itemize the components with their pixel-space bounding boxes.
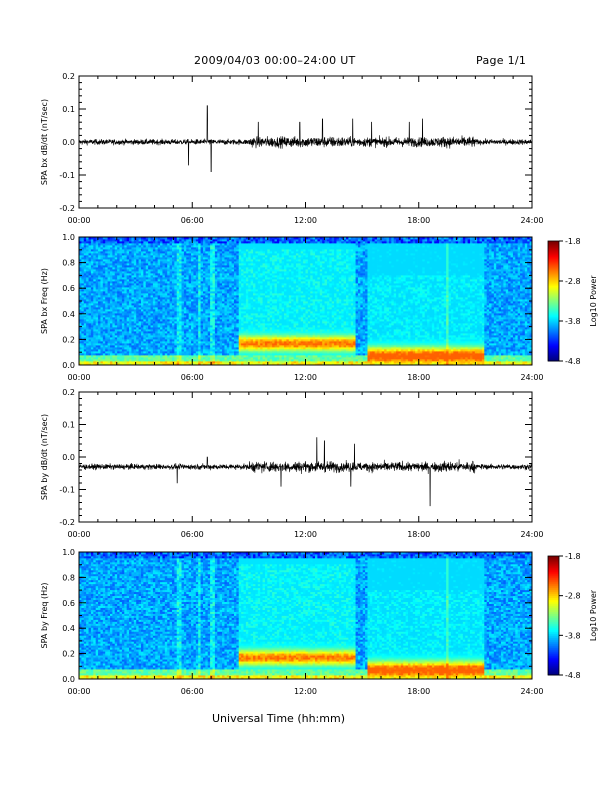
x-tick-label: 12:00 — [294, 216, 317, 225]
y-tick-label: -0.2 — [59, 204, 75, 213]
y-tick-label: 0.2 — [62, 72, 75, 81]
y-tick-label: -0.1 — [59, 171, 75, 180]
y-axis-label: SPA bx dB/dt (nT/sec) — [40, 99, 49, 185]
series-trace — [79, 106, 532, 172]
x-tick-label: 06:00 — [181, 216, 204, 225]
x-tick-label: 24:00 — [520, 216, 543, 225]
y-tick-label: 0.1 — [62, 105, 75, 114]
spectrogram-cells — [79, 237, 532, 365]
x-tick-label: 00:00 — [67, 216, 90, 225]
x-tick-label: 18:00 — [407, 216, 430, 225]
y-tick-label: 0.0 — [62, 138, 75, 147]
